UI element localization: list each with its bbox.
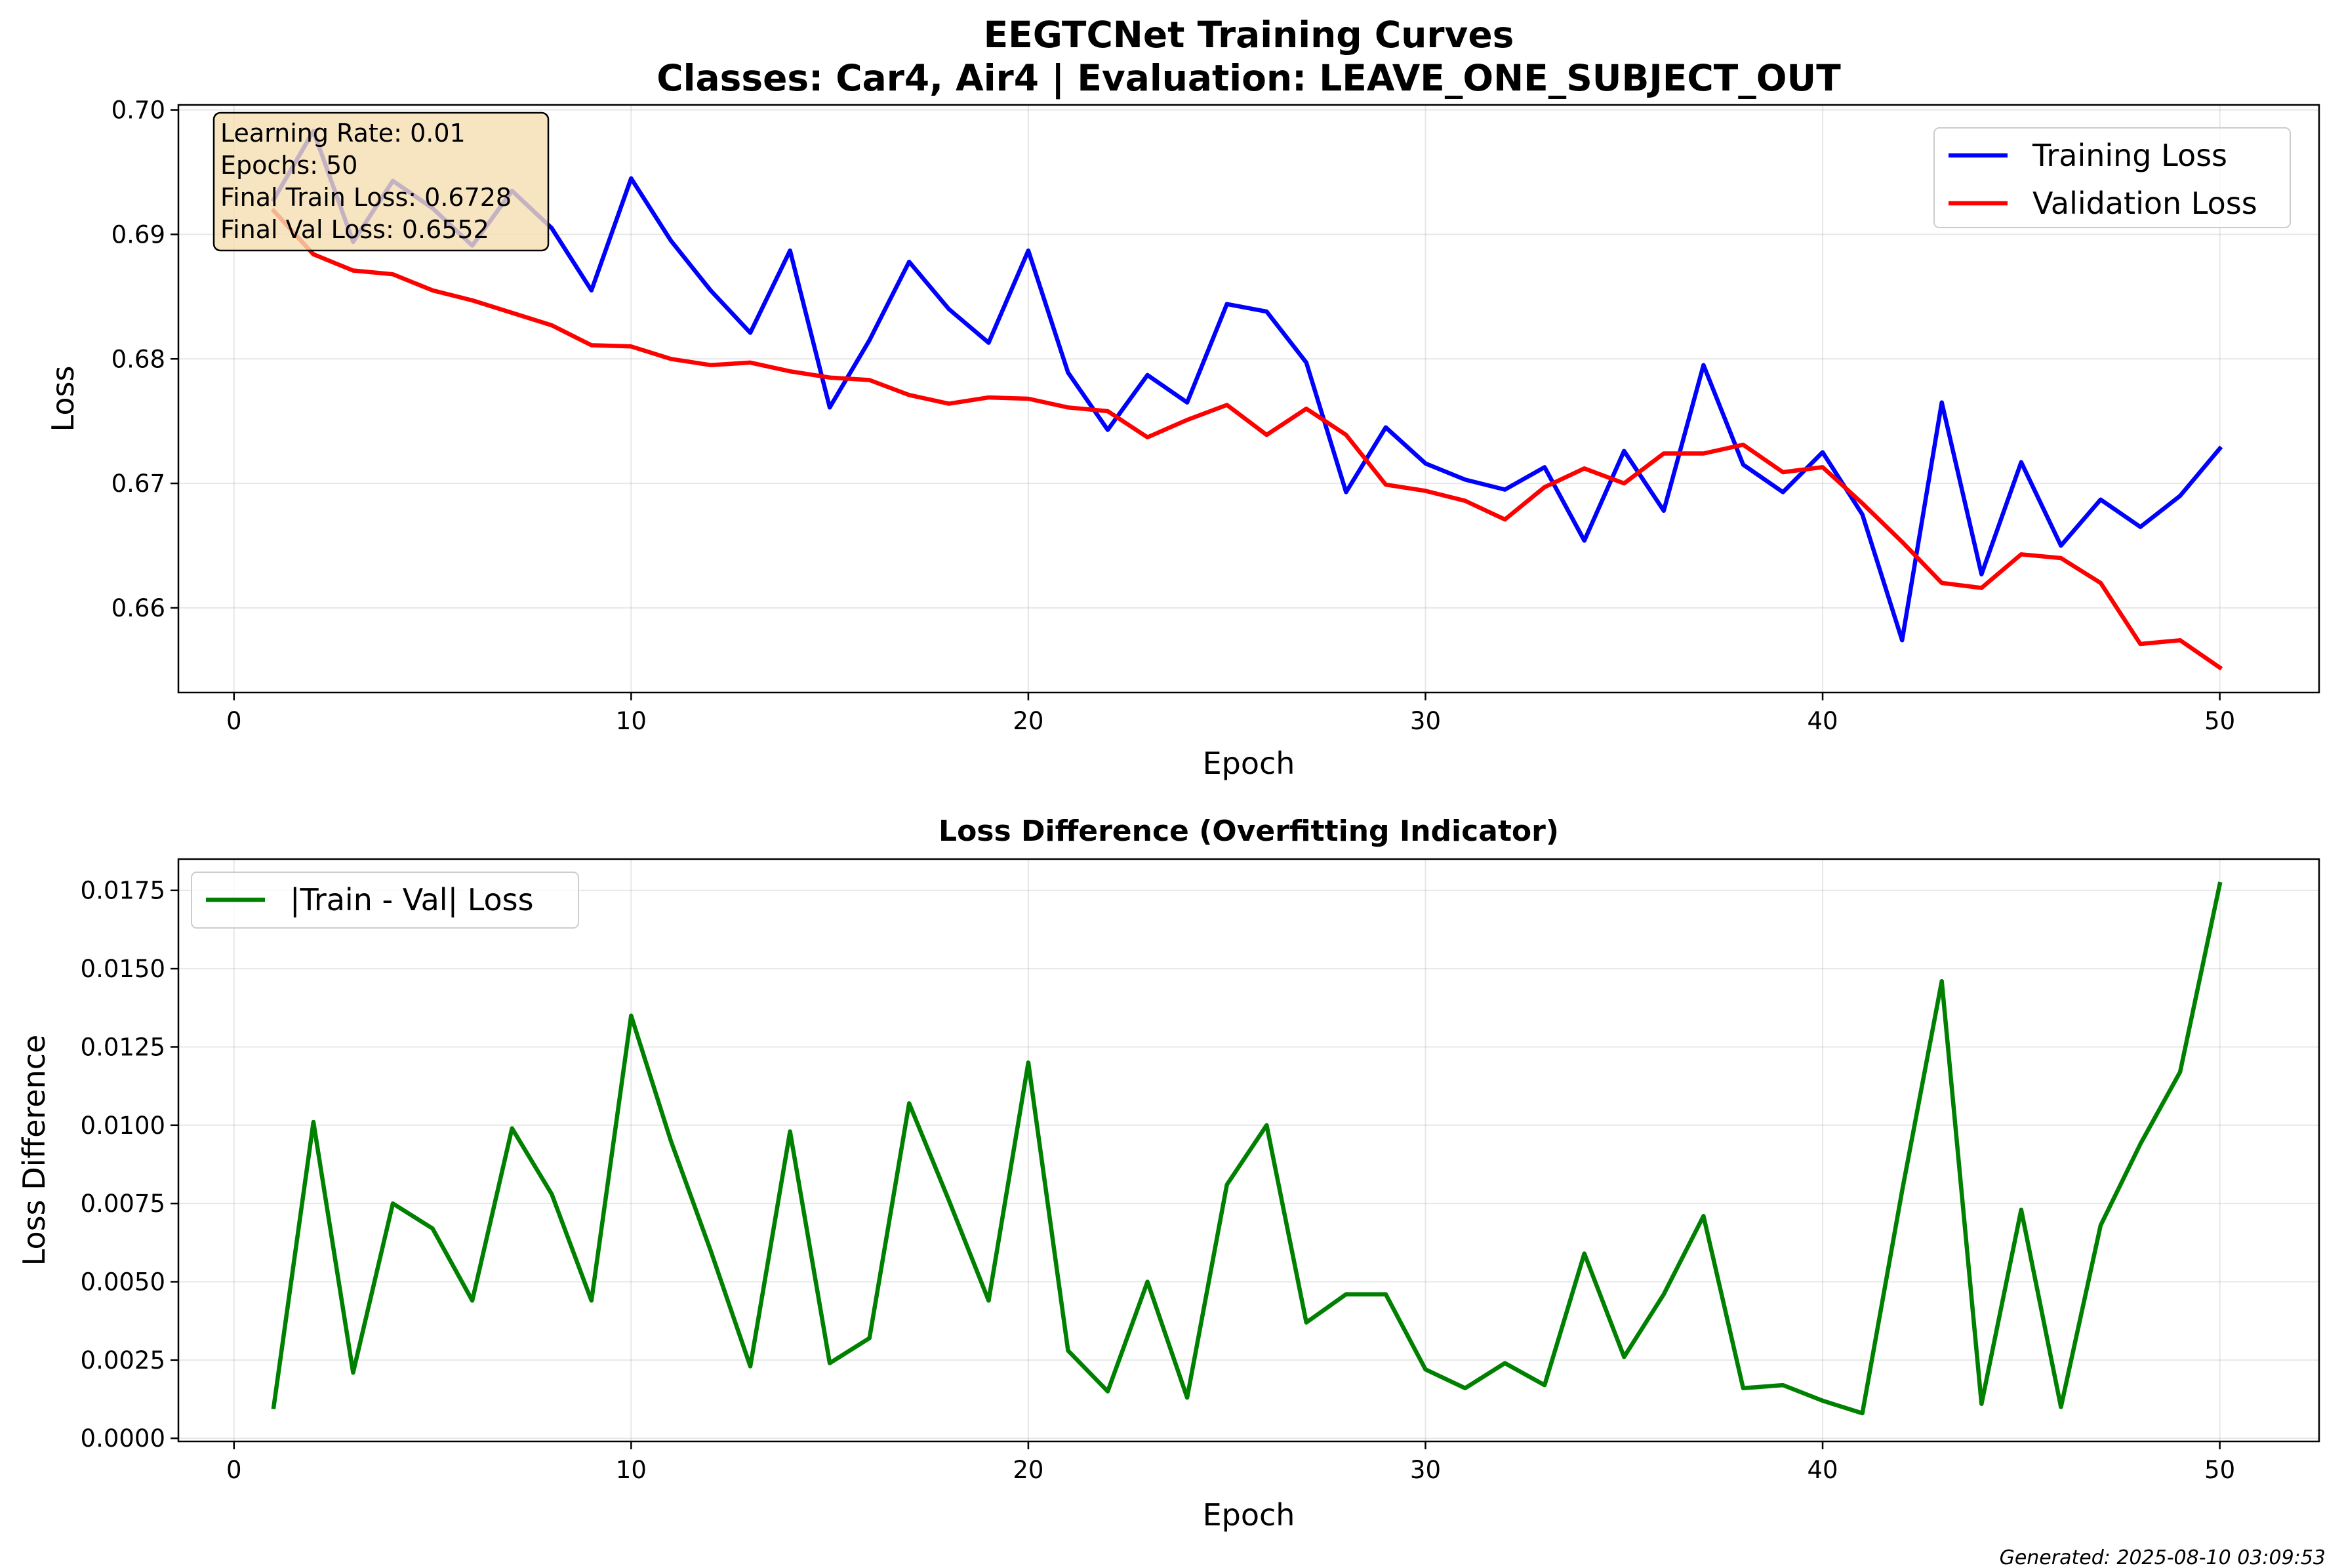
x-tick-label: 0 <box>226 707 242 735</box>
y-tick-label: 0.69 <box>111 220 165 249</box>
y-tick-label: 0.67 <box>111 470 165 498</box>
y-axis-label: Loss <box>45 366 81 432</box>
y-tick-label: 0.0025 <box>81 1346 165 1375</box>
y-tick-label: 0.0100 <box>81 1112 165 1140</box>
gridlines <box>178 859 2319 1441</box>
x-axis-label: Epoch <box>1203 746 1295 781</box>
info-box-line: Final Train Loss: 0.6728 <box>220 183 512 212</box>
x-tick-label: 50 <box>2204 1456 2235 1484</box>
y-tick-label: 0.66 <box>111 594 165 622</box>
plot-frame <box>177 858 2320 1443</box>
figure-title-line2: Classes: Car4, Air4 | Evaluation: LEAVE_… <box>657 57 1841 100</box>
y-tick-label: 0.70 <box>111 96 165 125</box>
loss-chart-panel: 0 10 20 30 40 50 0.66 0.67 0.68 0.69 0.70 Epoch Loss… <box>45 96 2320 781</box>
info-box-line: Epochs: 50 <box>220 151 357 180</box>
gridlines <box>178 105 2319 693</box>
y-axis-label: Loss Difference <box>16 1035 52 1266</box>
x-tick-label: 40 <box>1807 1456 1838 1484</box>
info-box-line: Learning Rate: 0.01 <box>220 119 466 148</box>
generated-timestamp: Generated: 2025-08-10 03:09:53 <box>2000 1546 2326 1568</box>
y-tick-label: 0.0125 <box>81 1033 165 1061</box>
x-tick-label: 10 <box>616 1456 647 1484</box>
x-tick-label: 20 <box>1013 1456 1043 1484</box>
x-tick-label: 30 <box>1410 1456 1441 1484</box>
y-tick-label: 0.0150 <box>81 955 165 983</box>
subplot-title: Loss Difference (Overfitting Indicator) <box>939 814 1559 848</box>
info-box-line: Final Val Loss: 0.6552 <box>220 215 489 244</box>
series-line <box>270 207 2223 671</box>
y-tick-label: 0.0000 <box>81 1424 165 1453</box>
loss-difference-chart-panel: 0 10 20 30 40 50 0.0000 0.0025 0.0050 0.0075 0.010… <box>16 814 2320 1533</box>
y-tick-label: 0.0175 <box>81 877 165 905</box>
series-line <box>270 129 2223 643</box>
x-tick-label: 30 <box>1410 707 1441 735</box>
x-tick-label: 0 <box>226 1456 242 1484</box>
x-tick-label: 20 <box>1013 707 1043 735</box>
x-axis-label: Epoch <box>1203 1497 1295 1533</box>
x-tick-label: 50 <box>2204 707 2235 735</box>
x-tick-label: 40 <box>1807 707 1838 735</box>
legend-label: Training Loss <box>2032 138 2227 173</box>
legend-label: Validation Loss <box>2032 186 2257 221</box>
figure-title-line1: EEGTCNet Training Curves <box>984 14 1514 56</box>
legend-box <box>1933 127 2291 228</box>
y-tick-label: 0.68 <box>111 345 165 373</box>
y-tick-label: 0.0050 <box>81 1268 165 1297</box>
legend-box <box>191 872 579 929</box>
series-line <box>271 881 2223 1416</box>
plot-frame <box>177 104 2320 694</box>
x-tick-label: 10 <box>616 707 647 735</box>
info-box <box>212 111 550 252</box>
y-tick-label: 0.0075 <box>81 1190 165 1218</box>
legend-label: |Train - Val| Loss <box>290 882 534 918</box>
